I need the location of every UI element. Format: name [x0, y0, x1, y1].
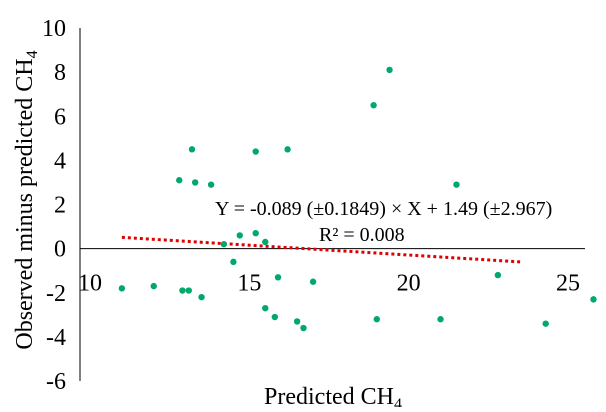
- data-point: [236, 232, 243, 239]
- data-point: [220, 241, 228, 248]
- y-tick-label: 2: [54, 193, 66, 219]
- data-point: [150, 282, 157, 290]
- data-point: [494, 271, 502, 279]
- data-point: [230, 258, 237, 266]
- data-point: [185, 287, 192, 294]
- data-point: [198, 293, 205, 301]
- data-point: [188, 146, 196, 153]
- data-point: [118, 285, 126, 292]
- regression-equation: Y = -0.089 (±0.1849) × X + 1.49 (±2.967): [215, 198, 552, 220]
- data-point: [590, 296, 597, 303]
- data-point: [284, 146, 291, 153]
- y-tick-label: 6: [54, 104, 66, 130]
- x-tick-label: 10: [78, 271, 102, 297]
- equation-annotation: Y = -0.089 (±0.1849) × X + 1.49 (±2.967)…: [215, 198, 552, 246]
- x-axis-title-main: Predicted CH: [264, 384, 394, 407]
- r-squared-label: R² = 0.008: [319, 224, 405, 246]
- data-point: [271, 313, 279, 321]
- y-tick-label: 8: [54, 60, 66, 86]
- y-axis-title: Observed minus predicted CH4: [12, 50, 41, 349]
- x-tick-label: 25: [556, 271, 580, 297]
- x-tick-label: 20: [397, 271, 421, 297]
- data-point: [542, 320, 549, 327]
- y-tick-labels: 10 8 6 4 2 0 -2 -4 -6: [42, 16, 66, 395]
- data-point: [274, 274, 282, 281]
- data-point: [453, 181, 460, 188]
- data-point: [309, 278, 317, 285]
- data-point: [370, 102, 377, 109]
- x-tick-labels: 10 15 20 25: [78, 271, 580, 297]
- data-point: [191, 179, 199, 186]
- data-point: [252, 229, 259, 237]
- x-axis-title-subscript: 4: [394, 396, 402, 407]
- data-point: [293, 318, 301, 325]
- x-axis-title: Predicted CH4: [264, 384, 402, 407]
- x-axis-title-group: Predicted CH4: [264, 384, 402, 412]
- data-point: [179, 287, 186, 294]
- y-tick-label: -4: [46, 325, 66, 351]
- y-axis-title-subscript: 4: [24, 50, 41, 58]
- y-axis-title-main: Observed minus predicted CH: [12, 58, 38, 349]
- data-point: [207, 181, 215, 188]
- y-tick-label: -6: [46, 369, 66, 395]
- data-point: [437, 316, 444, 323]
- data-point: [252, 148, 259, 155]
- y-tick-label: 4: [54, 148, 66, 174]
- trendline: [121, 235, 521, 264]
- data-point: [386, 66, 393, 74]
- axes-group: [79, 28, 585, 381]
- x-tick-label: 15: [237, 271, 261, 297]
- data-point: [300, 324, 307, 332]
- y-axis-title-group: Observed minus predicted CH4: [12, 50, 41, 349]
- trendline-group: [121, 235, 521, 264]
- data-point: [373, 316, 380, 323]
- y-tick-label: 10: [42, 16, 66, 42]
- data-point: [262, 304, 269, 312]
- y-tick-label: 0: [54, 237, 66, 263]
- data-points: [118, 66, 597, 332]
- y-tick-label: -2: [46, 281, 66, 307]
- data-point: [262, 238, 269, 246]
- data-point: [176, 177, 183, 184]
